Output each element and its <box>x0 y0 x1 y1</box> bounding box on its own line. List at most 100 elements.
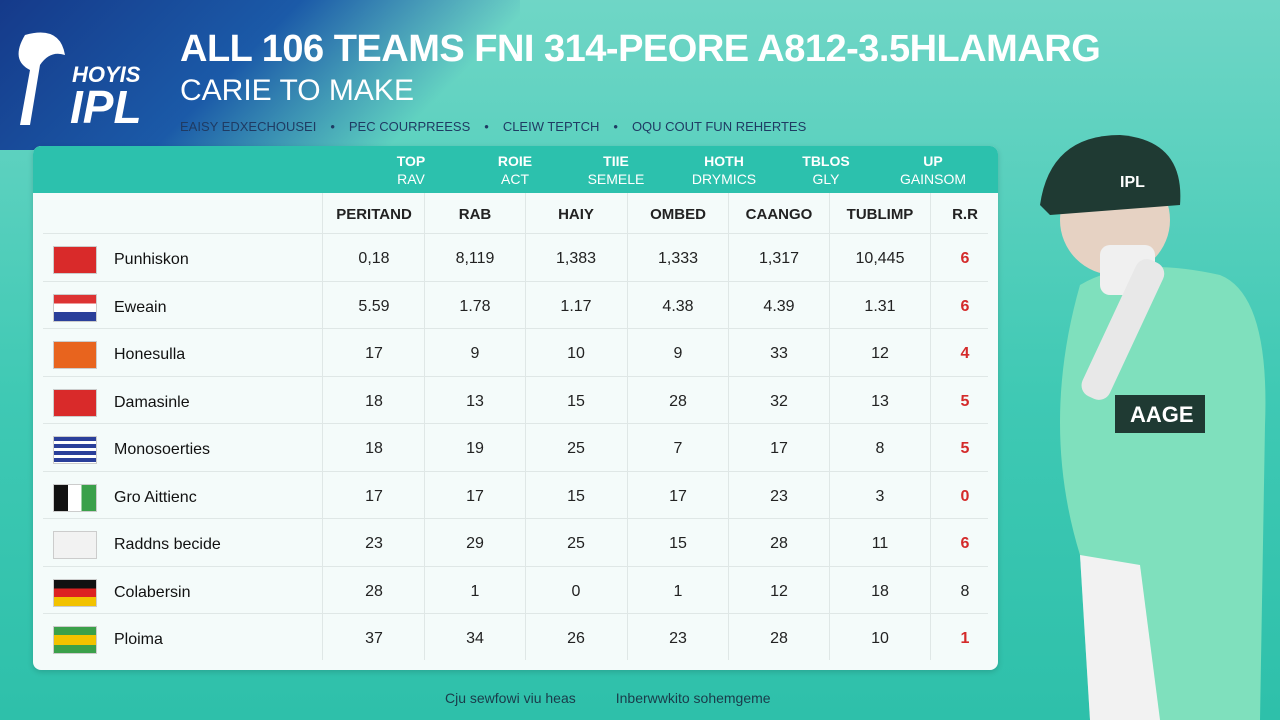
footer-link[interactable]: Inberwwkito sohemgeme <box>615 690 771 706</box>
cell-value: 1.17 <box>560 297 592 315</box>
team-name: Gro Aittienc <box>114 488 197 506</box>
flag <box>53 388 97 417</box>
column-divider <box>627 193 628 660</box>
cell-value: 28 <box>770 630 788 647</box>
group-header: UP GAINSOM <box>883 152 983 188</box>
group-header: HOTH DRYMICS <box>674 152 774 188</box>
team-name: Ploima <box>114 631 163 648</box>
stats-table: TOP RAV ROIE ACT TIIE SEMELE HOTH DRYMICS TBLOS G… <box>33 146 998 670</box>
cell-value: 10 <box>567 345 585 362</box>
row-divider <box>43 470 988 472</box>
cell-value: 1,317 <box>758 250 800 267</box>
team-name: Eweain <box>114 298 167 316</box>
cell-value: 26 <box>567 630 585 647</box>
row-divider <box>43 518 988 519</box>
cell-value: 6 <box>960 297 970 315</box>
row-divider <box>43 328 988 329</box>
cell-value: 29 <box>466 535 484 552</box>
cell-value: 15 <box>567 487 585 505</box>
column-header: R.R <box>952 206 978 223</box>
cell-value: 18 <box>365 440 383 457</box>
cell-value: 17 <box>669 487 687 505</box>
tag: PEC COURPREESS <box>330 119 470 134</box>
cell-value: 0 <box>571 582 581 600</box>
group-label: TBLOS <box>802 153 850 169</box>
cell-value: 10 <box>871 630 889 647</box>
column-header: CAANGO <box>745 206 813 223</box>
cell-value: 23 <box>365 535 383 552</box>
cell-value: 8 <box>875 440 885 457</box>
column-divider <box>525 193 526 660</box>
cell-value: 1,383 <box>555 250 597 267</box>
group-label: RAV <box>397 171 425 187</box>
tag: OQU COUT FUN REHERTES <box>613 119 806 134</box>
cell-value: 15 <box>669 535 687 552</box>
cell-value: 9 <box>673 345 683 362</box>
cell-value: 5.59 <box>358 297 390 315</box>
cell-value: 0,18 <box>358 250 390 267</box>
team-name: Monosoerties <box>114 441 211 458</box>
cell-value: 25 <box>567 440 585 457</box>
cell-value: 28 <box>365 582 383 600</box>
row-divider <box>43 280 988 282</box>
cell-value: 17 <box>466 487 484 505</box>
logo-mark <box>18 32 66 125</box>
flag <box>53 293 97 322</box>
cell-value: 17 <box>365 487 383 505</box>
column-divider <box>424 193 425 660</box>
column-header: TUBLIMP <box>846 206 914 223</box>
cell-value: 18 <box>365 392 383 410</box>
group-header: TIIE SEMELE <box>566 152 666 188</box>
column-divider <box>829 193 830 660</box>
cell-value: 8,119 <box>455 250 495 267</box>
logo: IPL <box>70 81 142 133</box>
group-label: SEMELE <box>587 171 645 187</box>
title: ALL 106 TEAMS FNI 314-PEORE A812-3.5HLAM… <box>180 28 1101 70</box>
cell-value: 1,333 <box>657 250 699 267</box>
group-label: DRYMICS <box>691 171 757 187</box>
helmet-text: IPL <box>1120 174 1145 191</box>
cell-value: 32 <box>770 392 788 410</box>
cell-value: 33 <box>770 345 788 362</box>
flag <box>53 626 97 654</box>
cell-value: 6 <box>960 535 970 552</box>
cell-value: 15 <box>567 392 585 410</box>
group-label: HOTH <box>704 153 744 169</box>
cell-value: 3 <box>875 487 885 505</box>
column-divider <box>930 193 931 660</box>
row-divider <box>43 423 988 424</box>
cell-value: 18 <box>871 582 889 600</box>
cell-value: 1.31 <box>864 297 896 315</box>
cell-value: 12 <box>770 582 788 600</box>
group-label: TIIE <box>603 153 629 169</box>
shirt-text: AAGE <box>1130 402 1194 427</box>
cell-value: 1.78 <box>459 297 491 315</box>
flag <box>53 483 97 512</box>
group-label: ACT <box>501 171 529 187</box>
team-name: Colabersin <box>114 583 191 601</box>
cell-value: 4 <box>960 345 970 362</box>
cell-value: 13 <box>466 392 484 410</box>
cell-value: 1 <box>960 630 970 647</box>
row-divider <box>43 233 988 234</box>
subtitle: CARIE TO MAKE <box>180 74 414 107</box>
cell-value: 4.39 <box>763 297 795 315</box>
cell-value: 9 <box>470 345 480 362</box>
group-label: TOP <box>396 153 426 169</box>
group-label: ROIE <box>497 153 533 169</box>
tag: CLEIW TEPTCH <box>484 119 600 134</box>
column-header: HAIY <box>558 206 594 223</box>
team-name: Damasinle <box>114 393 190 411</box>
cell-value: 17 <box>365 345 383 362</box>
footer-link[interactable]: Cju sewfowi viu heas <box>445 690 576 706</box>
cell-value: 10,445 <box>855 250 905 267</box>
cell-value: 4.38 <box>662 297 694 315</box>
cell-value: 7 <box>673 440 683 457</box>
footer: Cju sewfowi viu heas Inberwwkito sohemge… <box>445 690 771 706</box>
cell-value: 11 <box>871 535 889 552</box>
player-illustration: IPL AAGE <box>1040 135 1266 720</box>
cell-value: 34 <box>466 630 484 647</box>
cell-value: 19 <box>466 440 484 457</box>
team-name: Punhiskon <box>114 251 189 268</box>
group-label: UP <box>923 153 943 169</box>
